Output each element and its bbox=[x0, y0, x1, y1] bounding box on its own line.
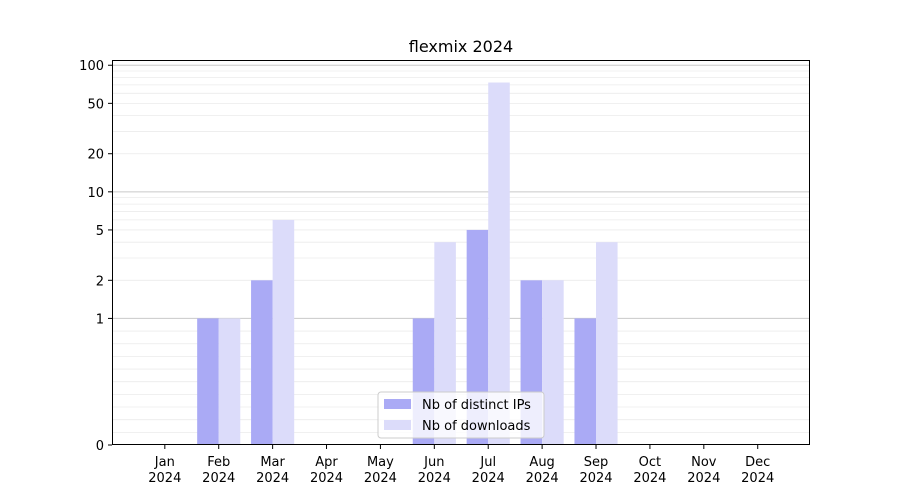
y-tick-label: 100 bbox=[79, 59, 104, 74]
x-tick-label-month: Mar bbox=[260, 455, 285, 470]
x-tick-label-month: Apr bbox=[315, 455, 338, 470]
legend-box bbox=[377, 391, 545, 439]
x-tick-label-year: 2024 bbox=[364, 471, 397, 486]
x-tick-label-month: Nov bbox=[691, 455, 717, 470]
legend: Nb of distinct IPs Nb of downloads bbox=[377, 391, 545, 439]
x-tick-label-year: 2024 bbox=[256, 471, 289, 486]
x-tick-label-month: Feb bbox=[207, 455, 230, 470]
y-tick-label: 2 bbox=[96, 274, 104, 289]
y-tick-label: 1 bbox=[96, 312, 104, 327]
y-axis: 0 1 2 5 10 20 50 100 bbox=[79, 59, 112, 454]
bar-downloads-jul bbox=[488, 82, 510, 445]
y-tick-label: 10 bbox=[87, 186, 104, 201]
x-tick-label-month: Jan bbox=[154, 455, 175, 470]
legend-label: Nb of downloads bbox=[422, 419, 531, 434]
legend-swatch bbox=[384, 420, 411, 430]
y-tick-label: 0 bbox=[96, 439, 104, 454]
y-tick-label: 5 bbox=[96, 224, 104, 239]
x-tick-label-month: Oct bbox=[639, 455, 661, 470]
x-tick-label-year: 2024 bbox=[418, 471, 451, 486]
x-tick-label-month: Sep bbox=[584, 455, 609, 470]
x-tick-label-year: 2024 bbox=[579, 471, 612, 486]
y-tick-label: 50 bbox=[87, 97, 104, 112]
bar-distinct-ips-mar bbox=[251, 280, 273, 445]
bar-downloads-sep bbox=[596, 242, 618, 445]
x-tick-label-month: Jun bbox=[423, 455, 444, 470]
bar-downloads-mar bbox=[272, 219, 295, 445]
x-axis: Jan2024Feb2024Mar2024Apr2024May2024Jun20… bbox=[148, 445, 774, 486]
x-tick-label-year: 2024 bbox=[633, 471, 666, 486]
x-tick-label-year: 2024 bbox=[202, 471, 235, 486]
x-tick-label-year: 2024 bbox=[148, 471, 181, 486]
x-tick-label-year: 2024 bbox=[526, 471, 559, 486]
x-tick-label-year: 2024 bbox=[310, 471, 343, 486]
x-tick-label-month: May bbox=[367, 455, 394, 470]
bar-downloads-feb bbox=[218, 318, 241, 445]
plot-frame bbox=[112, 60, 810, 445]
x-tick-label-year: 2024 bbox=[741, 471, 774, 486]
legend-swatch bbox=[384, 399, 411, 409]
x-tick-label-month: Dec bbox=[745, 455, 770, 470]
chart-title: flexmix 2024 bbox=[409, 37, 513, 56]
bar-distinct-ips-feb bbox=[197, 318, 219, 445]
legend-label: Nb of distinct IPs bbox=[422, 398, 531, 413]
x-tick-label-month: Jul bbox=[479, 455, 496, 470]
y-tick-label: 20 bbox=[87, 148, 104, 163]
bar-distinct-ips-jul bbox=[466, 229, 489, 445]
x-tick-label-year: 2024 bbox=[472, 471, 505, 486]
x-tick-label-year: 2024 bbox=[687, 471, 720, 486]
bar-downloads-aug bbox=[542, 280, 564, 445]
bar-distinct-ips-sep bbox=[574, 318, 597, 445]
x-tick-label-month: Aug bbox=[529, 455, 554, 470]
